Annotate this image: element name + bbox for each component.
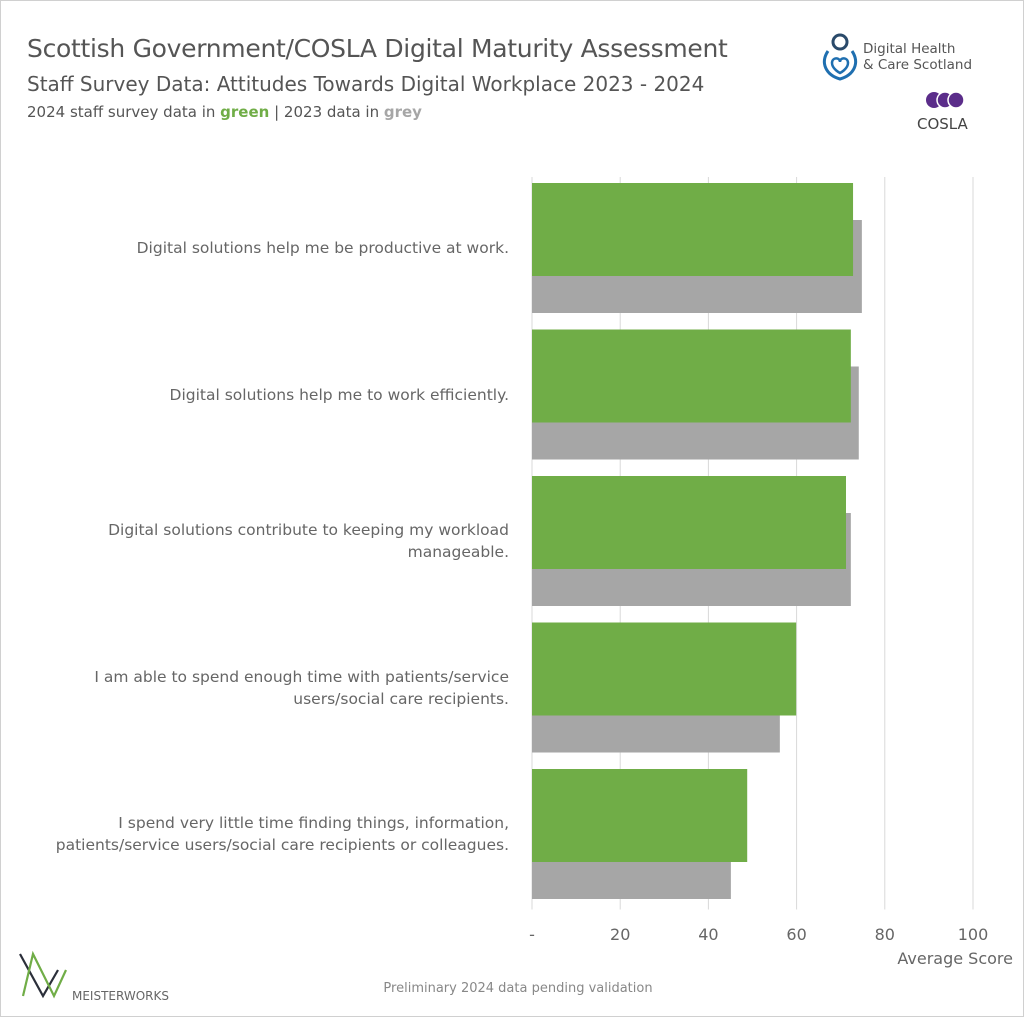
meisterworks-text: MEISTERWORKS <box>72 989 169 1003</box>
category-label: I am able to spend enough time with pati… <box>94 667 509 708</box>
cosla-text: COSLA <box>917 115 968 133</box>
bar-2024 <box>532 183 854 276</box>
cosla-logo: COSLA <box>912 90 982 135</box>
cosla-dots-icon <box>926 91 965 109</box>
meisterworks-logo: MEISTERWORKS <box>18 950 178 1005</box>
legend-text: 2024 staff survey data in green | 2023 d… <box>27 103 422 121</box>
x-tick-label: 20 <box>610 925 631 944</box>
category-label: Digital solutions contribute to keeping … <box>108 521 509 561</box>
bar-2024 <box>532 769 748 862</box>
legend-mid: | 2023 data in <box>269 103 384 121</box>
legend-green: green <box>220 103 270 121</box>
dhcs-heart-icon <box>823 33 857 81</box>
meisterworks-mark-icon <box>19 950 67 999</box>
x-tick-label: 80 <box>874 925 895 944</box>
legend-prefix: 2024 staff survey data in <box>27 103 221 121</box>
dhcs-line2: & Care Scotland <box>863 57 973 73</box>
bar-2024 <box>532 476 846 569</box>
x-tick-label: - <box>529 925 535 944</box>
dhcs-logo: Digital Health & Care Scotland <box>820 33 990 83</box>
category-label: Digital solutions help me be productive … <box>136 239 509 257</box>
x-axis-title: Average Score <box>897 949 1013 968</box>
x-tick-label: 60 <box>786 925 807 944</box>
x-tick-label: 40 <box>698 925 719 944</box>
chart-title: Scottish Government/COSLA Digital Maturi… <box>27 34 728 63</box>
category-label: I spend very little time finding things,… <box>55 814 509 854</box>
chart-subtitle: Staff Survey Data: Attitudes Towards Dig… <box>27 72 705 96</box>
footer-note: Preliminary 2024 data pending validation <box>383 981 653 996</box>
x-tick-label: 100 <box>957 925 989 944</box>
bar-2024 <box>532 622 797 716</box>
legend-grey: grey <box>383 103 422 121</box>
dhcs-line1: Digital Health <box>863 41 956 57</box>
category-label: Digital solutions help me to work effici… <box>169 385 509 404</box>
bar-2024 <box>532 329 851 423</box>
